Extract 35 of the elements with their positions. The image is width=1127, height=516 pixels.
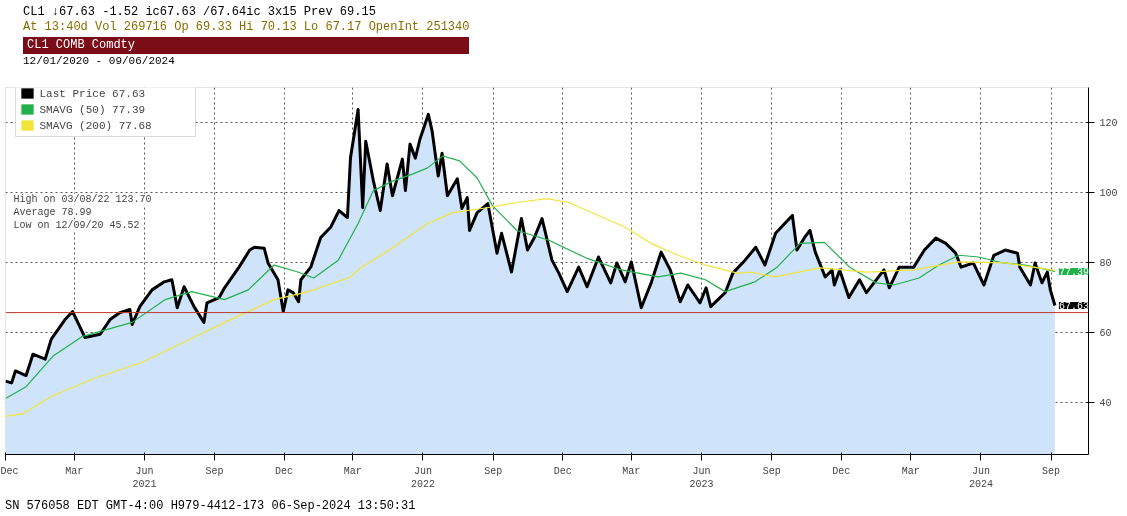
text: SN 576058 EDT GMT-4:00 H979-4412-173 06-Sep-2024 13:50:31 [5, 498, 417, 515]
legend-label: SMAVG (200) 77.68 [39, 119, 152, 132]
legend-label: Last Price 67.63 [39, 87, 146, 100]
annotation: High on 03/08/22 123.70 [13, 193, 152, 205]
x-tick-label: Dec [275, 465, 294, 477]
x-tick-label: Dec [553, 465, 572, 477]
x-tick-label: Jun 2021 [132, 465, 157, 490]
annotation: Average 78.99 [13, 206, 92, 218]
x-tick-label: Mar [901, 465, 920, 477]
x-tick-label: Mar [343, 465, 362, 477]
line-series [5, 155, 1056, 400]
x-tick-label: Mar [622, 465, 641, 477]
y-tick-label: 120 [1099, 117, 1118, 129]
x-tick-label: Mar [65, 465, 84, 477]
x-tick-label: Sep [484, 465, 503, 477]
text: CL1 ↓67.63 -1.52 ic67.63 /67.64ic 3x15 Prev 69.15 [23, 5, 377, 20]
x-tick-label: Sep [205, 465, 224, 477]
y-tick-label: 60 [1099, 327, 1112, 339]
x-tick-label: Dec [0, 465, 19, 477]
x-tick-label: Sep [762, 465, 781, 477]
y-tick-label: 100 [1099, 187, 1118, 199]
annotation: 77.39 [1058, 266, 1089, 278]
legend-label: SMAVG (50) 77.39 [39, 103, 146, 116]
x-tick-label: Jun 2024 [968, 465, 993, 490]
annotation: 67.63 [1058, 301, 1089, 312]
text: 12/01/2020 - 09/06/2024 [23, 54, 176, 69]
y-tick-label: 40 [1099, 397, 1112, 409]
x-tick-label: Jun 2023 [689, 465, 714, 490]
y-tick-label: 80 [1099, 257, 1112, 269]
x-tick-label: Jun 2022 [410, 465, 435, 490]
text: At 13:40d Vol 269716 Op 69.33 Hi 70.13 Lo 67.17 OpenInt 251340 [23, 20, 470, 35]
x-tick-label: Sep [1042, 465, 1061, 477]
x-tick-label: Dec [832, 465, 851, 477]
text: CL1 COMB Comdty [23, 37, 470, 54]
annotation: Low on 12/09/20 45.52 [13, 219, 140, 231]
